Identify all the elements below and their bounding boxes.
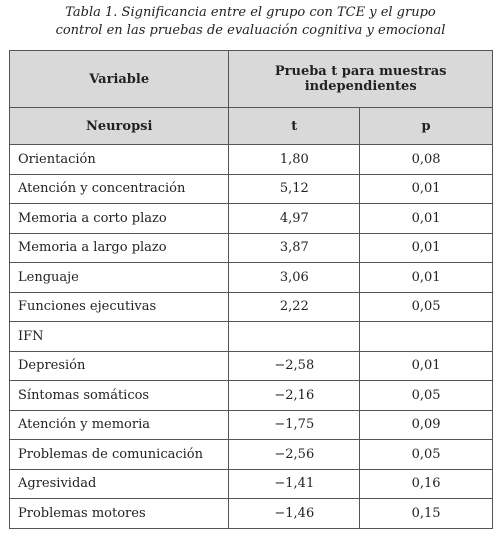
value-cell: 0,16 [359,468,493,499]
value-cell: −1,41 [228,468,361,499]
table-row: Funciones ejecutivas 2,22 0,05 [8,291,493,322]
value-cell [228,321,361,352]
table-row: Atención y concentración 5,12 0,01 [8,173,493,204]
value-cell: 3,87 [228,232,361,263]
value-cell: 0,09 [359,409,493,440]
caption-line: control en las pruebas de evaluación cog… [55,23,446,38]
value-cell: 0,01 [359,262,493,293]
header-cell: t [228,107,361,145]
row-label: Orientación [8,144,230,175]
table-row: Problemas motores −1,46 0,15 [8,498,493,529]
table-row: Agresividad −1,41 0,16 [8,468,493,499]
header-row: Neuropsi t p [8,107,493,145]
value-cell: 0,05 [359,380,493,411]
row-label: Funciones ejecutivas [8,291,230,322]
value-cell: −2,58 [228,350,361,381]
value-cell: 0,05 [359,439,493,470]
row-label: Agresividad [8,468,230,499]
value-cell: 5,12 [228,173,361,204]
value-cell: −1,46 [228,498,361,529]
value-cell: 0,05 [359,291,493,322]
table-row: Atención y memoria −1,75 0,09 [8,409,493,440]
value-cell: 0,01 [359,350,493,381]
row-label: Síntomas somáticos [8,380,230,411]
value-cell: 1,80 [228,144,361,175]
value-cell: 0,01 [359,232,493,263]
value-cell: −2,16 [228,380,361,411]
row-label: Atención y memoria [8,409,230,440]
value-cell: 4,97 [228,203,361,234]
table-body: Orientación 1,80 0,08 Atención y concentrac… [8,144,493,529]
value-cell: 0,15 [359,498,493,529]
header-cell: Prueba t para muestras independientes [228,50,493,108]
header-cell: Neuropsi [8,107,230,145]
value-cell: −1,75 [228,409,361,440]
table-row: Memoria a corto plazo 4,97 0,01 [8,203,493,234]
value-cell: 3,06 [228,262,361,293]
row-label: Problemas de comunicación [8,439,230,470]
table-row: Orientación 1,80 0,08 [8,144,493,175]
value-cell: −2,56 [228,439,361,470]
caption: Tabla 1. Significancia entre el grupo co… [0,4,501,40]
table-row: IFN [8,321,493,352]
value-cell: 0,08 [359,144,493,175]
row-label: Lenguaje [8,262,230,293]
row-label: IFN [8,321,230,352]
row-label: Depresión [8,350,230,381]
table: Variable Prueba t para muestras independ… [8,50,493,529]
row-label: Memoria a largo plazo [8,232,230,263]
row-label: Atención y concentración [8,173,230,204]
header-row: Variable Prueba t para muestras independ… [8,50,493,108]
table-row: Memoria a largo plazo 3,87 0,01 [8,232,493,263]
caption-line: Tabla 1. Significancia entre el grupo co… [65,5,436,20]
table-row: Problemas de comunicación −2,56 0,05 [8,439,493,470]
value-cell: 2,22 [228,291,361,322]
table-row: Depresión −2,58 0,01 [8,350,493,381]
value-cell [359,321,493,352]
table-row: Lenguaje 3,06 0,01 [8,262,493,293]
header-cell: Variable [8,50,230,108]
value-cell: 0,01 [359,173,493,204]
table-row: Síntomas somáticos −2,16 0,05 [8,380,493,411]
row-label: Problemas motores [8,498,230,529]
header-cell: p [359,107,493,145]
row-label: Memoria a corto plazo [8,203,230,234]
value-cell: 0,01 [359,203,493,234]
